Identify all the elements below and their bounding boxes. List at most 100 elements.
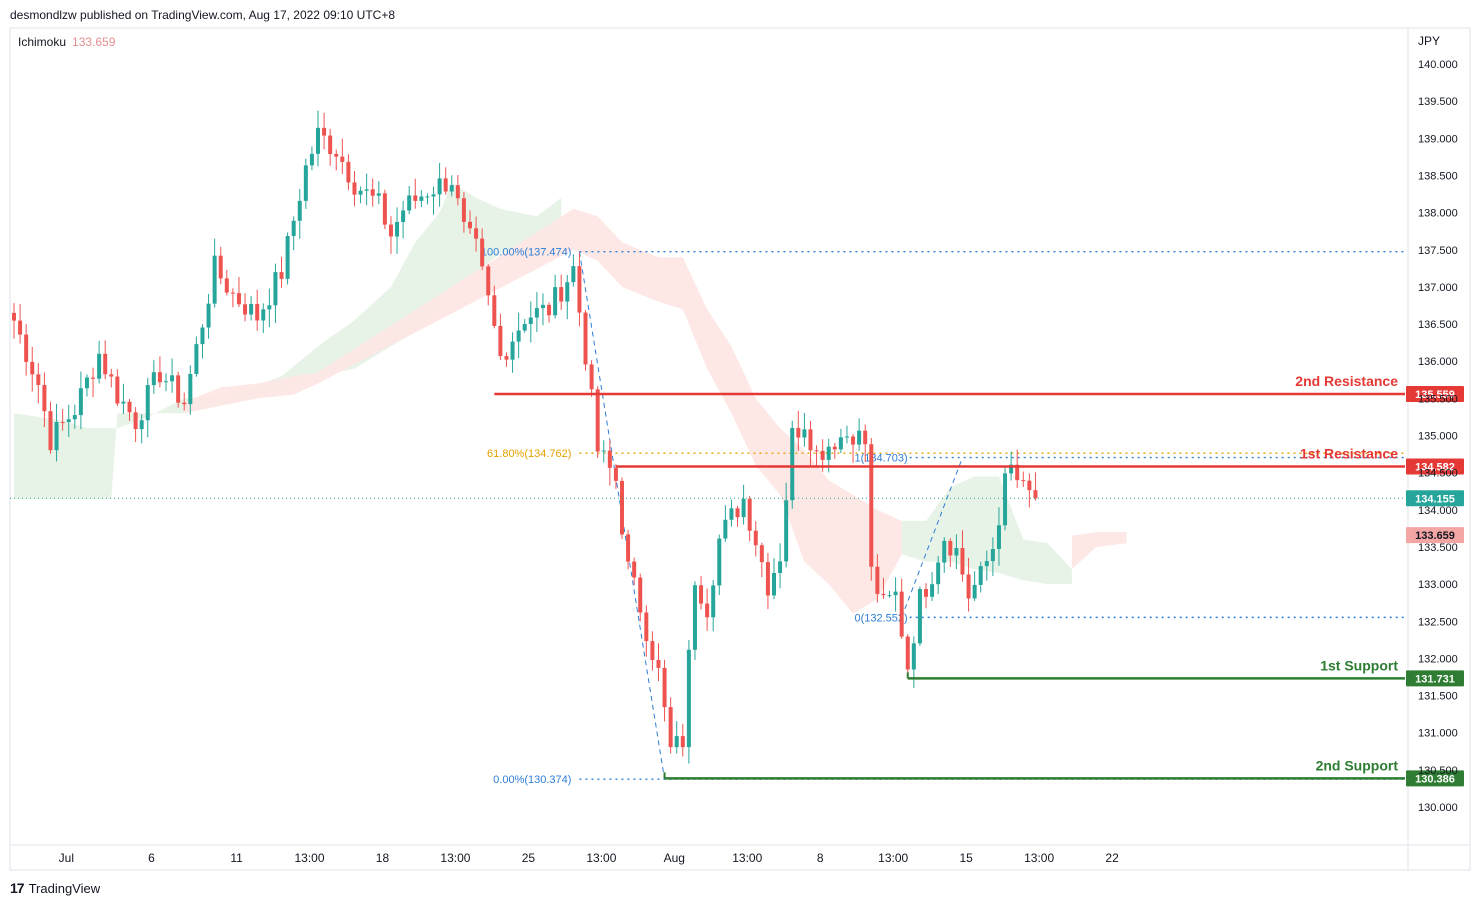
fib-retracements: 100.00%(137.474) 61.80%(134.762) 0.00%(130… (481, 247, 1405, 786)
candle-down (924, 589, 928, 597)
y-tick-label: 133.500 (1418, 542, 1458, 554)
support-label: 2nd Support (1316, 757, 1399, 773)
chart-frame (9, 27, 1471, 871)
candle-up (917, 589, 922, 644)
candle-down (632, 561, 637, 578)
candle-up (425, 196, 430, 198)
candle-up (376, 193, 381, 196)
candle-up (297, 200, 302, 221)
candle-down (243, 304, 248, 315)
candle-up (692, 585, 697, 650)
x-tick-label: 6 (148, 851, 155, 865)
support-price-tag-text: 131.731 (1415, 673, 1455, 685)
candle-up (778, 561, 783, 573)
candle-up (772, 572, 776, 596)
candle-down (705, 603, 710, 618)
price-chart[interactable]: 100.00%(137.474) 61.80%(134.762) 0.00%(130… (0, 0, 1480, 875)
candle-down (656, 659, 661, 668)
candle-up (309, 153, 314, 166)
indicator-legend[interactable]: Ichimoku 133.659 (18, 35, 115, 49)
candle-up (790, 427, 795, 501)
candle-up (151, 372, 156, 386)
candle-up (741, 498, 746, 518)
y-tick-label: 132.500 (1418, 616, 1458, 628)
candle-up (188, 374, 193, 405)
fib-level-label: 61.80%(134.762) (487, 448, 571, 460)
candle-down (328, 135, 333, 154)
candle-up (139, 420, 144, 430)
y-tick-label: 138.000 (1418, 208, 1458, 220)
candle-up (674, 736, 679, 748)
candle-up (273, 272, 278, 306)
y-tick-label: 130.500 (1418, 765, 1458, 777)
candle-down (498, 325, 503, 357)
candle-up (194, 344, 199, 375)
y-tick-label: 130.000 (1418, 802, 1458, 814)
candle-up (249, 303, 254, 315)
ichimoku-cloud-red-1 (184, 208, 902, 614)
candle-up (571, 266, 576, 283)
candle-up (565, 282, 570, 302)
candle-down (182, 402, 187, 405)
candle-up (206, 303, 211, 328)
tradingview-logo-icon[interactable]: 17 (10, 880, 25, 896)
x-tick-label: 13:00 (732, 851, 762, 865)
candle-up (449, 185, 454, 192)
candle-down (583, 312, 588, 365)
candle-down (340, 156, 345, 162)
candle-down (577, 266, 582, 313)
candle-up (540, 304, 545, 309)
candle-down (735, 508, 740, 518)
candle-down (1027, 480, 1032, 491)
candle-up (990, 548, 995, 562)
x-tick-label: 15 (959, 851, 973, 865)
candle-up (911, 643, 916, 670)
candle-up (972, 584, 977, 599)
candle-up (844, 436, 849, 438)
candle-down (461, 198, 466, 222)
y-tick-label: 133.000 (1418, 579, 1458, 591)
candle-down (662, 667, 667, 708)
candle-down (504, 356, 509, 360)
x-tick-label: 13:00 (586, 851, 616, 865)
candle-down (832, 446, 837, 450)
candle-up (401, 210, 406, 222)
candle-down (796, 427, 801, 438)
candle-down (638, 577, 643, 613)
fib-level-label: 0.00%(130.374) (493, 774, 571, 786)
y-tick-label: 134.000 (1418, 505, 1458, 517)
resistance-price-tag-text: 134.582 (1415, 462, 1455, 474)
candle-down (899, 591, 904, 637)
candle-down (613, 467, 618, 481)
candle-up (358, 190, 363, 195)
y-tick-label: 137.000 (1418, 282, 1458, 294)
x-tick-label: Jul (59, 851, 74, 865)
candle-down (42, 384, 47, 412)
x-tick-label: 8 (817, 851, 824, 865)
support-resistance-levels: 2nd Resistance 1st Resistance 1st Support 2… (10, 373, 1405, 780)
candle-down (559, 287, 564, 302)
candle-down (60, 421, 65, 423)
candle-up (723, 519, 728, 539)
y-tick-label: 131.000 (1418, 728, 1458, 740)
resistance-price-tag-text: 135.559 (1415, 389, 1455, 401)
candle-down (814, 450, 819, 452)
candle-down (626, 534, 631, 562)
candle-down (236, 293, 241, 305)
ichimoku-price-tag (1406, 527, 1464, 544)
x-tick-label: 13:00 (295, 851, 325, 865)
candle-down (680, 736, 685, 748)
candle-up (978, 566, 983, 585)
candle-up (200, 327, 205, 345)
candle-up (78, 388, 83, 416)
indicator-name: Ichimoku (18, 35, 67, 49)
candle-up (802, 429, 807, 438)
x-tick-label: Aug (664, 851, 685, 865)
candle-up (395, 221, 400, 237)
candle-up (145, 385, 150, 421)
candle-down (759, 545, 764, 563)
y-tick-label: 139.500 (1418, 96, 1458, 108)
candle-down (12, 312, 16, 321)
candle-down (103, 353, 108, 375)
x-tick-label: 13:00 (440, 851, 470, 865)
